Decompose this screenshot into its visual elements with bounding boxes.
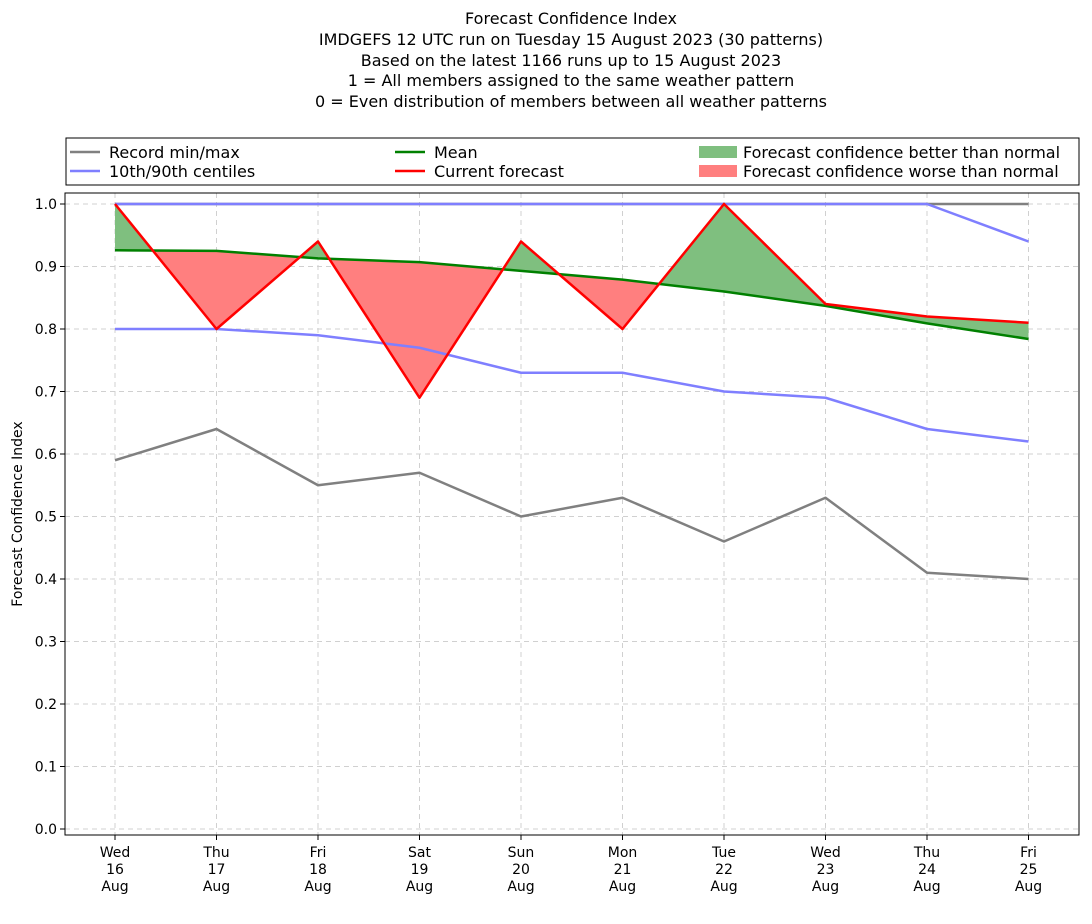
legend-swatch-worse	[699, 165, 737, 177]
x-tick-label-6-line-1: 22	[715, 862, 733, 878]
x-tick-label-5-line-2: Aug	[609, 879, 636, 895]
x-tick-label-9-line-1: 25	[1020, 862, 1038, 878]
y-tick-label-2: 0.2	[35, 697, 57, 713]
x-tick-label-8-line-2: Aug	[913, 879, 940, 895]
x-tick-label-4-line-2: Aug	[507, 879, 534, 895]
x-tick-label-3-line-0: Sat	[408, 845, 431, 861]
legend-label-current: Current forecast	[434, 162, 564, 181]
x-tick-label-0-line-0: Wed	[100, 845, 131, 861]
y-tick-label-10: 1.0	[35, 197, 57, 213]
x-tick-label-2-line-0: Fri	[310, 845, 327, 861]
y-tick-label-6: 0.6	[35, 447, 57, 463]
x-tick-label-4-line-0: Sun	[508, 845, 535, 861]
x-tick-label-7-line-1: 23	[817, 862, 835, 878]
x-tick-label-8-line-1: 24	[918, 862, 936, 878]
x-tick-label-1-line-1: 17	[208, 862, 226, 878]
y-tick-label-8: 0.8	[35, 322, 57, 338]
y-tick-label-3: 0.3	[35, 635, 57, 651]
x-tick-label-8: Thu 24 Aug	[913, 845, 941, 895]
y-tick-label-5: 0.5	[35, 510, 57, 526]
legend-swatch-better	[699, 146, 737, 158]
title-line-5: 0 = Even distribution of members between…	[315, 92, 827, 111]
x-tick-label-0-line-2: Aug	[101, 879, 128, 895]
fill-segment-1	[152, 250, 217, 329]
y-tick-label-1: 0.1	[35, 760, 57, 776]
x-tick-label-1-line-0: Thu	[202, 845, 229, 861]
x-tick-label-5-line-1: 21	[614, 862, 632, 878]
legend-label-centiles: 10th/90th centiles	[109, 162, 255, 181]
x-tick-label-2-line-1: 18	[309, 862, 327, 878]
legend-label-record: Record min/max	[109, 143, 240, 162]
mean-line	[114, 249, 1029, 341]
x-tick-label-3-line-2: Aug	[406, 879, 433, 895]
x-tick-label-7-line-2: Aug	[812, 879, 839, 895]
legend-label-worse: Forecast confidence worse than normal	[743, 162, 1059, 181]
y-tick-label-0: 0.0	[35, 822, 57, 838]
current-forecast-line	[114, 202, 1029, 399]
x-tick-label-7: Wed 23 Aug	[810, 845, 841, 895]
plot-frame	[64, 192, 1080, 836]
x-tick-label-4: Sun 20 Aug	[507, 845, 534, 895]
p90-centile-line	[115, 202, 1029, 243]
series-lines	[114, 202, 1029, 581]
x-tick-label-6-line-2: Aug	[710, 879, 737, 895]
title-line-1: Forecast Confidence Index	[465, 9, 677, 28]
x-tick-label-7-line-0: Wed	[810, 845, 841, 861]
x-tick-label-8-line-0: Thu	[913, 845, 940, 861]
title-line-2: IMDGEFS 12 UTC run on Tuesday 15 August …	[319, 30, 823, 49]
record-min-line	[114, 427, 1029, 581]
legend-box	[65, 137, 1080, 186]
legend-label-mean: Mean	[434, 143, 478, 162]
x-tick-label-0-line-1: 16	[106, 862, 124, 878]
x-tick-label-1-line-2: Aug	[203, 879, 230, 895]
x-tick-label-2: Fri 18 Aug	[304, 845, 331, 895]
x-tick-label-3-line-1: 19	[411, 862, 429, 878]
x-tick-label-2-line-2: Aug	[304, 879, 331, 895]
x-tick-label-1: Thu 17 Aug	[202, 845, 230, 895]
x-tick-label-6-line-0: Tue	[711, 845, 736, 861]
x-tick-label-9: Fri 25 Aug	[1015, 845, 1042, 895]
x-tick-label-9-line-2: Aug	[1015, 879, 1042, 895]
y-tick-label-7: 0.7	[35, 385, 57, 401]
p10-centile-line	[115, 327, 1029, 443]
x-tick-label-5: Mon 21 Aug	[608, 845, 638, 895]
y-axis-label: Forecast Confidence Index	[10, 421, 26, 606]
y-tick-label-4: 0.4	[35, 572, 57, 588]
title-line-4: 1 = All members assigned to the same wea…	[348, 71, 795, 90]
title-line-3: Based on the latest 1166 runs up to 15 A…	[361, 51, 781, 70]
x-tick-label-4-line-1: 20	[512, 862, 530, 878]
y-tick-label-9: 0.9	[35, 260, 57, 276]
x-tick-label-5-line-0: Mon	[608, 845, 638, 861]
x-tick-label-6: Tue 22 Aug	[710, 845, 737, 895]
chart-title: Forecast Confidence Index IMDGEFS 12 UTC…	[315, 9, 827, 111]
x-tick-label-3: Sat 19 Aug	[406, 845, 433, 895]
legend-label-better: Forecast confidence better than normal	[743, 143, 1060, 162]
x-tick-label-9-line-0: Fri	[1020, 845, 1037, 861]
y-axis: 0.0 0.1 0.2 0.3 0.4 0.5 0.6 0.7 0.8 0.9 1.0	[35, 197, 65, 838]
x-tick-label-0: Wed 16 Aug	[100, 845, 131, 895]
